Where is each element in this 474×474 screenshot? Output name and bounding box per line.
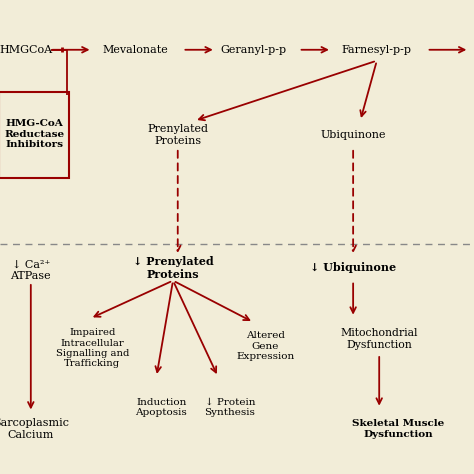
Text: ↓ Ca²⁺
ATPase: ↓ Ca²⁺ ATPase [10,259,51,281]
Text: ↓ Protein
Synthesis: ↓ Protein Synthesis [204,398,255,417]
Text: Mevalonate: Mevalonate [102,45,168,55]
Text: ↓ Prenylated
Proteins: ↓ Prenylated Proteins [133,256,213,280]
Text: Ubiquinone: Ubiquinone [320,130,386,140]
Text: Farnesyl-p-p: Farnesyl-p-p [342,45,412,55]
Text: HMG-CoA
Reductase
Inhibitors: HMG-CoA Reductase Inhibitors [4,119,64,149]
Text: Induction
Apoptosis: Induction Apoptosis [135,398,187,417]
Text: Mitochondrial
Dysfunction: Mitochondrial Dysfunction [340,328,418,350]
Text: Skeletal Muscle
Dysfunction: Skeletal Muscle Dysfunction [352,419,444,438]
Text: Prenylated
Proteins: Prenylated Proteins [147,124,208,146]
Text: Sarcoplasmic
Calcium: Sarcoplasmic Calcium [0,418,69,440]
Text: ↓ Ubiquinone: ↓ Ubiquinone [310,262,396,273]
Text: HMGCoA: HMGCoA [0,45,53,55]
FancyBboxPatch shape [0,92,69,178]
Text: Altered
Gene
Expression: Altered Gene Expression [237,331,294,361]
Text: Impaired
Intracellular
Signalling and
Trafficking: Impaired Intracellular Signalling and Tr… [56,328,129,368]
Text: Geranyl-p-p: Geranyl-p-p [220,45,287,55]
